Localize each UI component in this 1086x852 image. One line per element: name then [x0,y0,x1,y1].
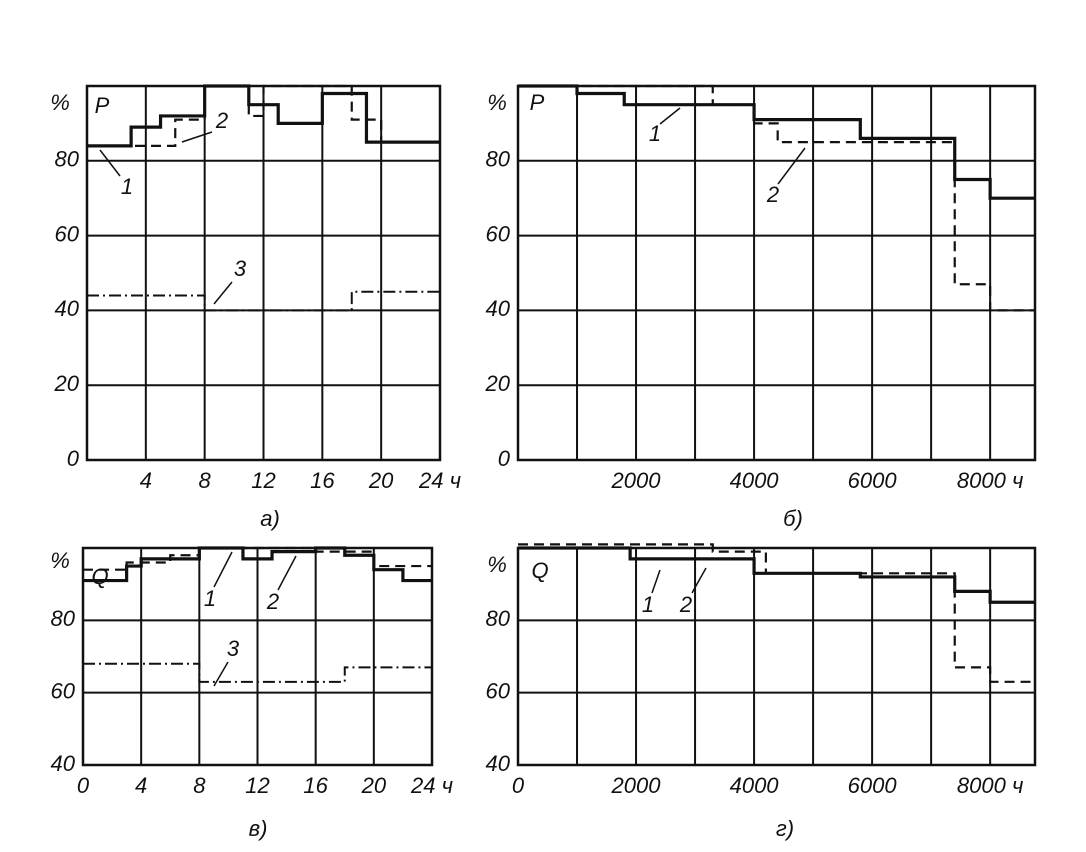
y-tick-label: 40 [486,751,511,776]
y-tick-label: 60 [51,678,76,703]
x-tick-label: 4 [135,773,147,798]
x-tick-label: 8000 ч [957,773,1023,798]
x-tick-label: 6000 [848,468,898,493]
y-tick-label: 60 [486,221,511,246]
x-tick-label: 4 [140,468,152,493]
series-label: 1 [642,592,654,617]
series-label: 3 [234,256,247,281]
step-line [87,290,440,312]
series-label: 3 [227,636,240,661]
y-axis-label: % [487,552,507,577]
y-tick-label: 40 [486,296,511,321]
y-tick-label: 20 [54,371,80,396]
series-label: 1 [204,586,216,611]
x-tick-label: 12 [245,773,269,798]
leader-line [213,551,233,588]
x-tick-label: 4000 [730,468,780,493]
x-tick-label: 20 [361,773,387,798]
x-tick-label: 24 ч [418,468,461,493]
x-tick-label: 6000 [848,773,898,798]
leader-line [777,147,806,185]
y-tick-label: 80 [486,147,511,172]
plot-frame [516,546,1037,767]
step-line [83,546,432,583]
annotation: P [530,90,545,115]
y-tick-label: 60 [486,678,511,703]
y-tick-label: 80 [51,606,76,631]
x-tick-label: 0 [77,773,90,798]
leader-line [181,131,213,143]
step-line [518,84,1035,312]
y-tick-label: 40 [51,751,76,776]
series-label: 1 [649,121,661,146]
x-tick-label: 2000 [611,773,662,798]
leader-line [99,149,121,177]
annotation: Q [91,564,108,589]
y-tick-label: 0 [67,446,80,471]
step-line [518,543,1035,683]
annotation: Q [531,558,548,583]
x-tick-label: 24 ч [410,773,453,798]
leader-line [691,567,707,594]
series-label: 2 [679,592,692,617]
y-tick-label: 80 [486,606,511,631]
annotation: P [95,93,110,118]
series-label: 1 [121,174,133,199]
y-tick-label: 80 [55,147,80,172]
x-tick-label: 16 [303,773,328,798]
y-axis-label: % [50,90,70,115]
x-tick-label: 12 [251,468,275,493]
step-line [87,84,440,147]
plot-frame [516,84,1037,462]
leader-line [277,555,297,591]
caption: б) [783,506,803,531]
series-label: 2 [766,182,779,207]
x-tick-label: 4000 [730,773,780,798]
x-tick-label: 2000 [611,468,662,493]
series-label: 2 [215,108,228,133]
caption: г) [776,816,794,841]
y-tick-label: 40 [55,296,80,321]
x-tick-label: 8 [193,773,206,798]
step-line [518,84,1035,200]
x-tick-label: 8000 ч [957,468,1023,493]
x-tick-label: 20 [368,468,394,493]
leader-line [213,281,233,305]
y-tick-label: 20 [485,371,511,396]
y-axis-label: % [50,548,70,573]
x-tick-label: 16 [310,468,335,493]
caption: в) [249,816,268,841]
leader-line [213,661,229,687]
leader-line [659,107,681,125]
caption: а) [260,506,280,531]
step-line [518,546,1035,604]
y-axis-label: % [487,90,507,115]
leader-line [651,569,661,594]
x-tick-label: 0 [512,773,525,798]
step-line [83,662,432,683]
series-label: 2 [266,589,279,614]
x-tick-label: 8 [199,468,212,493]
y-tick-label: 0 [498,446,511,471]
step-line [83,546,432,571]
y-tick-label: 60 [55,221,80,246]
